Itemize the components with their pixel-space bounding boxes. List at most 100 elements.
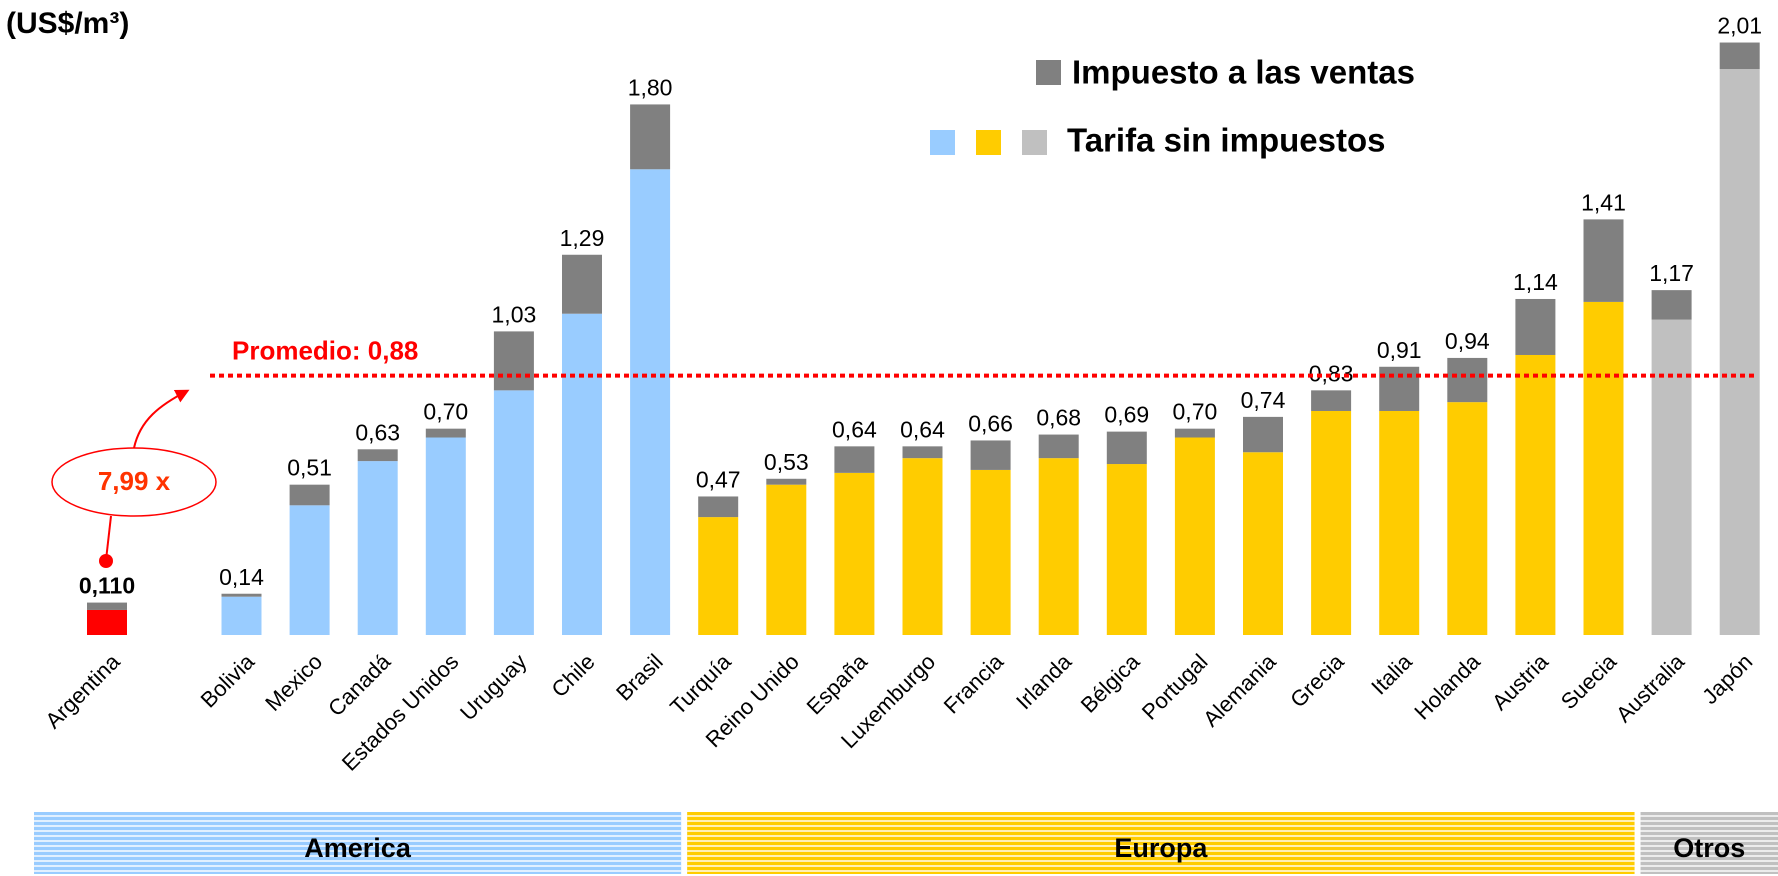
legend-swatch: [1022, 130, 1047, 155]
bar-segment: [1583, 301, 1624, 635]
bar-segment: [1379, 410, 1420, 635]
value-label: 0,68: [1036, 405, 1081, 431]
bar-segment: [493, 390, 534, 635]
bar-segment: [1379, 366, 1420, 411]
bar-segment: [1515, 354, 1556, 635]
legend-swatch: [1036, 60, 1061, 85]
x-tick-label: Uruguay: [455, 649, 531, 725]
bar-segment: [1106, 431, 1147, 465]
chart-title: (US$/m³): [6, 7, 129, 40]
bar-segment: [425, 428, 466, 438]
annotation: 7,99 x: [98, 466, 171, 496]
bar-segment: [766, 478, 807, 485]
bar-segment: [766, 484, 807, 635]
annotation-arrow: [133, 389, 190, 449]
legend-label: Tarifa sin impuestos: [1067, 122, 1385, 159]
bar-segment: [630, 169, 671, 635]
bar-segment: [1719, 42, 1760, 70]
bar-segment: [1515, 298, 1556, 355]
value-label: 0,91: [1377, 337, 1422, 363]
legend-swatch: [930, 130, 955, 155]
bar-segment: [1719, 69, 1760, 636]
bar-segment: [1311, 390, 1352, 411]
annotation-connector: [105, 515, 112, 561]
bar-segment: [1106, 464, 1147, 635]
x-tick-label: Australia: [1611, 648, 1690, 727]
bar-segment: [493, 331, 534, 391]
value-label: 1,17: [1649, 260, 1694, 286]
value-label: 0,66: [968, 411, 1013, 437]
x-tick-label: Suecia: [1556, 648, 1622, 714]
x-tick-label: Holanda: [1409, 648, 1485, 724]
bar-segment: [902, 458, 943, 635]
bar-segment: [87, 609, 127, 635]
group-band-stripes: [1640, 812, 1778, 874]
value-label: 0,74: [1241, 387, 1286, 413]
bar-segment: [562, 313, 602, 635]
x-tick-label: Chile: [547, 649, 600, 702]
annotation-dot: [99, 554, 113, 568]
value-label: 0,51: [287, 455, 332, 481]
bar-segment: [698, 517, 739, 635]
x-tick-label: Japón: [1697, 649, 1757, 709]
value-label: 0,14: [219, 564, 264, 590]
x-tick-label: Argentina: [40, 648, 125, 733]
x-tick-label: Irlanda: [1011, 648, 1077, 714]
bar-segment: [1038, 434, 1079, 459]
bar-segment: [289, 505, 330, 635]
value-label: 0,47: [696, 467, 741, 493]
value-label: 0,70: [1173, 399, 1218, 425]
x-tick-label: Austria: [1487, 648, 1554, 715]
x-tick-label: Bélgica: [1076, 648, 1145, 717]
bar-segment: [1038, 458, 1079, 635]
bar-segment: [221, 596, 262, 635]
group-band-stripes: [34, 812, 682, 874]
bar-segment: [1311, 410, 1352, 635]
value-label: 0,69: [1104, 402, 1149, 428]
value-label: 0,94: [1445, 328, 1490, 354]
value-label: 0,83: [1309, 360, 1354, 386]
group-label: America: [304, 833, 412, 863]
bar-segment: [87, 602, 127, 610]
bar-segment: [1583, 219, 1624, 302]
bar-segment: [289, 484, 330, 506]
value-label: 2,01: [1717, 13, 1762, 39]
average-label: Promedio: 0,88: [232, 335, 418, 365]
value-label: 0,63: [355, 419, 400, 445]
bar-segment: [698, 496, 739, 518]
bar-segment: [1243, 416, 1283, 453]
value-label: 1,80: [628, 75, 673, 101]
bar-segment: [221, 593, 262, 597]
x-tick-label: Francia: [939, 648, 1009, 718]
value-label: 0,64: [900, 416, 945, 442]
group-label: Otros: [1673, 833, 1745, 863]
value-label: 1,29: [560, 225, 605, 251]
value-label: 0,64: [832, 416, 877, 442]
value-label: 1,03: [492, 301, 537, 327]
bar-segment: [902, 446, 943, 459]
x-tick-label: Italia: [1366, 648, 1417, 699]
value-label: 0,110: [79, 573, 135, 599]
group-band-stripes: [687, 812, 1635, 874]
bar-segment: [834, 472, 875, 635]
x-tick-label: Bolivia: [196, 648, 260, 712]
bar-segment: [1447, 402, 1488, 635]
bar-segment: [1651, 290, 1692, 320]
x-tick-label: Brasil: [611, 649, 668, 706]
x-tick-label: Grecia: [1285, 648, 1349, 712]
x-tick-label: Estados Unidos: [337, 649, 464, 776]
x-tick-label: Alemania: [1198, 648, 1281, 731]
bar-segment: [1174, 437, 1215, 635]
bar-segment: [630, 104, 671, 170]
group-label: Europa: [1114, 833, 1208, 863]
x-tick-label: Mexico: [260, 649, 327, 716]
legend-swatch: [976, 130, 1001, 155]
bar-segment: [970, 440, 1011, 470]
bar-segment: [357, 449, 398, 462]
value-label: 1,14: [1513, 269, 1558, 295]
value-label: 0,53: [764, 449, 809, 475]
bar-segment: [425, 437, 466, 635]
value-label: 0,70: [423, 399, 468, 425]
bar-segment: [834, 446, 875, 473]
